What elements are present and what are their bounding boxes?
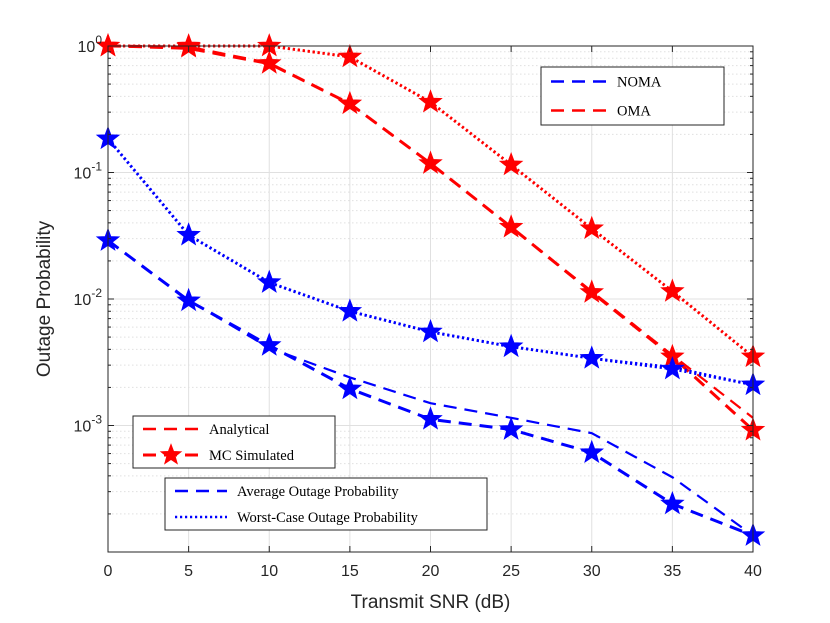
x-tick-label: 40 xyxy=(744,563,762,580)
legend-entry-label: MC Simulated xyxy=(209,448,295,464)
simulated-star-marker xyxy=(418,406,443,430)
x-tick-label: 25 xyxy=(502,563,520,580)
simulated-line xyxy=(106,137,754,387)
simulated-star-marker xyxy=(498,333,524,358)
simulated-line xyxy=(107,44,755,432)
x-axis-label: Transmit SNR (dB) xyxy=(351,592,511,613)
simulated-star-marker xyxy=(579,279,604,303)
simulated-star-marker xyxy=(579,439,604,464)
x-tick-label: 15 xyxy=(341,563,359,580)
x-tick-label: 5 xyxy=(184,563,193,580)
simulated-star-marker xyxy=(660,356,685,380)
y-tick-label: 100 xyxy=(78,33,103,56)
simulated-star-marker xyxy=(498,214,524,238)
legend-entry-label: Average Outage Probability xyxy=(237,484,399,500)
legend-bottom-left: Analytical MC Simulated xyxy=(132,415,336,469)
x-tick-label: 10 xyxy=(260,563,278,580)
y-tick-label: 10-2 xyxy=(74,286,103,309)
axis-ticks: 0 5 10 15 20 25 30 35 40 100 10-1 10-2 10-3 xyxy=(74,33,762,580)
simulated-star-marker xyxy=(418,89,443,113)
simulated-star-marker xyxy=(660,278,685,302)
legends: NOMA OMA Analytical MC Simulated Average Out… xyxy=(132,66,725,531)
simulated-star-marker xyxy=(337,375,363,400)
simulated-star-marker xyxy=(579,345,604,369)
legend-box xyxy=(164,477,488,531)
simulated-star-marker xyxy=(418,318,443,343)
legend-box xyxy=(540,66,725,126)
simulated-star-marker xyxy=(257,269,282,293)
y-axis-label: Outage Probability xyxy=(34,220,55,377)
legend-entry-label: NOMA xyxy=(617,75,662,91)
x-tick-label: 30 xyxy=(583,563,601,580)
legend-entry-label: Analytical xyxy=(209,422,269,438)
y-tick-label: 10-1 xyxy=(74,160,103,183)
simulated-star-marker xyxy=(337,44,363,68)
simulated-star-marker xyxy=(498,151,524,176)
simulated-star-marker xyxy=(418,150,443,174)
simulated-star-marker xyxy=(176,222,201,246)
simulated-line xyxy=(107,239,754,537)
simulated-star-marker xyxy=(257,332,282,356)
simulated-star-marker xyxy=(579,215,604,240)
y-tick-label: 10-3 xyxy=(74,413,103,436)
x-tick-label: 35 xyxy=(663,563,681,580)
series-oma-average xyxy=(95,33,766,441)
x-tick-label: 20 xyxy=(422,563,440,580)
simulated-star-marker xyxy=(337,90,363,115)
legend-entry-label: Worst-Case Outage Probability xyxy=(237,510,419,526)
simulated-star-marker xyxy=(337,298,363,322)
simulated-star-marker xyxy=(257,50,282,74)
legend-entry-label: OMA xyxy=(617,104,651,120)
simulated-star-marker xyxy=(660,491,685,515)
legend-top-right: NOMA OMA xyxy=(540,66,725,126)
series-layer xyxy=(95,33,766,546)
legend-star-marker xyxy=(159,443,183,465)
simulated-star-marker xyxy=(498,416,524,440)
legend-bottom-center: Average Outage Probability Worst-Case Out… xyxy=(164,477,488,531)
simulated-star-marker xyxy=(176,287,201,312)
x-tick-label: 0 xyxy=(104,563,113,580)
